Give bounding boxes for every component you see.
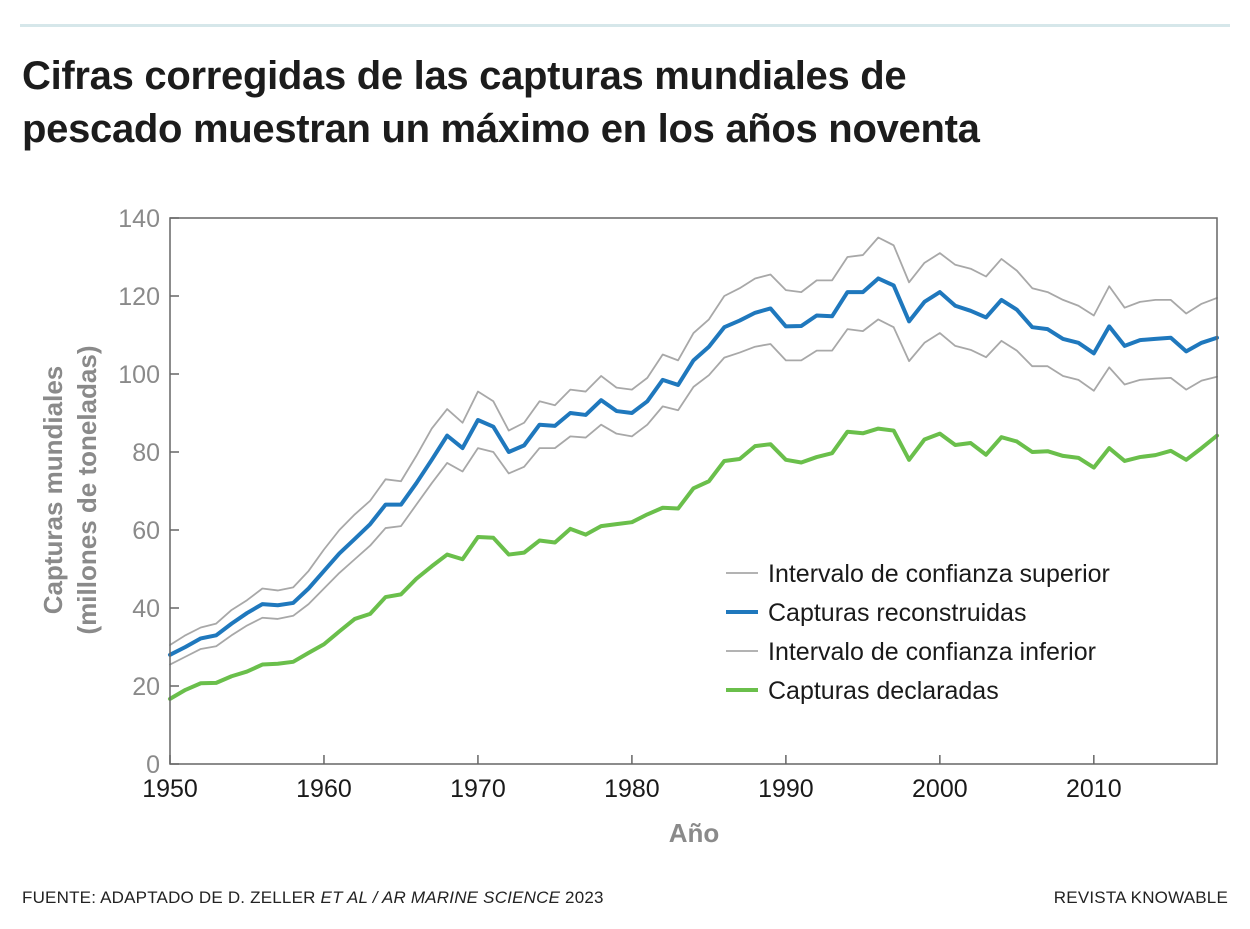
y-axis-label-line-2: (millones de toneladas) bbox=[72, 346, 102, 635]
y-tick-label: 120 bbox=[118, 283, 160, 311]
legend: Intervalo de confianza superior Capturas … bbox=[726, 560, 1110, 705]
x-tick-label: 1970 bbox=[450, 775, 506, 803]
x-tick-label: 1960 bbox=[296, 775, 352, 803]
title-line-2: pescado muestran un máximo en los años n… bbox=[22, 107, 980, 151]
y-tick-label: 100 bbox=[118, 361, 160, 389]
axis-labels: Año Capturas mundiales (millones de tone… bbox=[38, 346, 719, 848]
legend-label-upper: Intervalo de confianza superior bbox=[768, 560, 1110, 588]
series-line-reported bbox=[168, 426, 1219, 701]
x-tick-label: 1950 bbox=[142, 775, 198, 803]
title-line-1: Cifras corregidas de las capturas mundia… bbox=[22, 54, 907, 98]
legend-label-reconstructed: Capturas reconstruidas bbox=[768, 599, 1026, 627]
x-axis-label: Año bbox=[669, 818, 720, 848]
series-line-reconstructed bbox=[168, 276, 1219, 657]
y-tick-label: 60 bbox=[132, 517, 160, 545]
series-lines bbox=[168, 236, 1219, 701]
plot-frame bbox=[169, 217, 1218, 765]
series-line-lower bbox=[169, 318, 1218, 666]
x-tick-label: 1990 bbox=[758, 775, 814, 803]
top-rule bbox=[20, 24, 1230, 27]
publisher-credit: REVISTA KNOWABLE bbox=[1053, 888, 1228, 907]
y-tick-label: 140 bbox=[118, 205, 160, 233]
x-tick-label: 2000 bbox=[912, 775, 968, 803]
legend-label-lower: Intervalo de confianza inferior bbox=[768, 638, 1096, 666]
source-prefix: FUENTE: ADAPTADO DE D. ZELLER bbox=[22, 888, 321, 907]
page-title: Cifras corregidas de las capturas mundia… bbox=[22, 50, 1222, 156]
series-line-upper bbox=[169, 236, 1218, 646]
x-tick-label: 1980 bbox=[604, 775, 660, 803]
legend-label-reported: Capturas declaradas bbox=[768, 677, 999, 705]
y-axis-label-line-1: Capturas mundiales bbox=[38, 366, 68, 615]
x-tick-label: 2010 bbox=[1066, 775, 1122, 803]
axes bbox=[169, 217, 1218, 765]
tick-labels: 0 20 40 60 80 100 120 140 1950 1960 1970 1980 1990 20… bbox=[118, 205, 1121, 803]
y-tick-label: 40 bbox=[132, 595, 160, 623]
source-publication: ET AL / AR MARINE SCIENCE bbox=[320, 888, 561, 907]
y-tick-label: 20 bbox=[132, 673, 160, 701]
y-tick-label: 80 bbox=[132, 439, 160, 467]
y-tick-label: 0 bbox=[146, 751, 160, 779]
source-year: 2023 bbox=[560, 888, 604, 907]
source-note: FUENTE: ADAPTADO DE D. ZELLER ET AL / AR… bbox=[22, 888, 604, 908]
